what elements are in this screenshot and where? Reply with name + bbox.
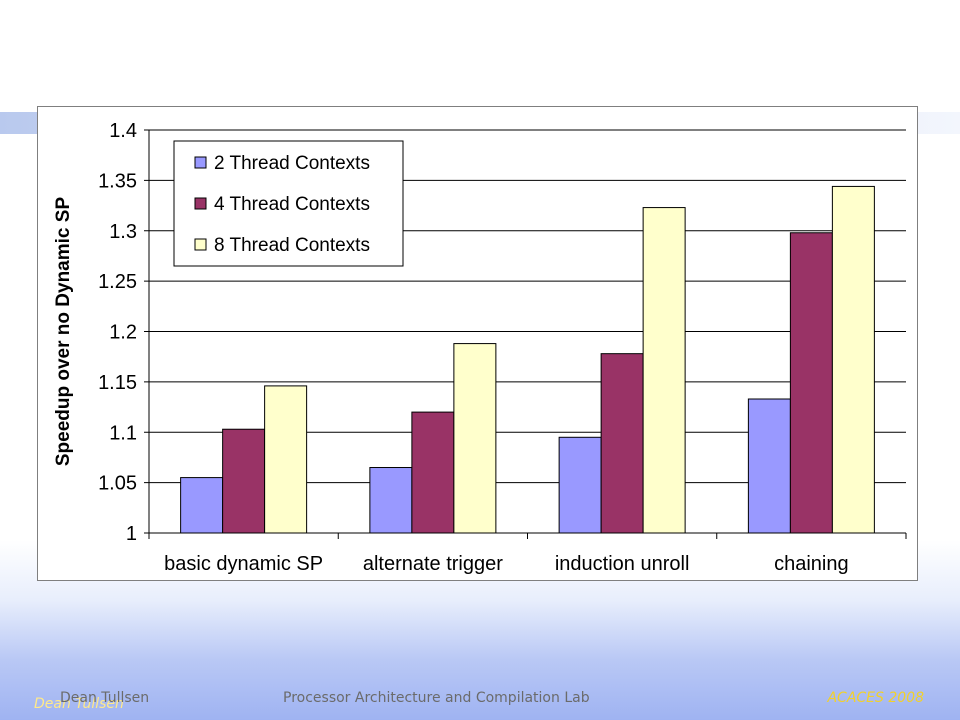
x-tick-label: chaining [774, 553, 849, 575]
x-tick-label: induction unroll [555, 553, 690, 575]
bar-3 [642, 207, 686, 534]
legend-box [173, 140, 404, 267]
y-tick-label: 1 [126, 523, 137, 545]
bar-3 [453, 343, 497, 534]
bar-3 [264, 385, 308, 534]
y-tick-label: 1.25 [98, 271, 137, 293]
y-tick-label: 1.2 [109, 322, 137, 344]
footer-author-shadow: Dean Tullsen [34, 696, 124, 712]
legend-swatch [194, 197, 207, 210]
y-axis-label: Speedup over no Dynamic SP [53, 197, 74, 467]
footer-author: Dean Tullsen [60, 690, 150, 706]
y-tick-label: 1.05 [98, 473, 137, 495]
legend-swatch [194, 238, 207, 251]
bar-3 [831, 185, 875, 534]
legend-label: 2 Thread Contexts [214, 153, 370, 174]
bar-1 [369, 467, 413, 534]
footer-event: ACACES 2008 [827, 690, 924, 706]
x-tick-label: alternate trigger [363, 553, 503, 575]
bar-2 [222, 428, 266, 534]
bar-1 [558, 436, 602, 534]
y-tick-label: 1.1 [109, 422, 137, 444]
legend-swatch [194, 156, 207, 169]
bar-2 [789, 232, 833, 534]
bar-1 [747, 398, 791, 534]
y-tick-label: 1.4 [109, 120, 137, 142]
y-tick-label: 1.3 [109, 221, 137, 243]
bar-chart: 1 1.05 1.1 1.15 1.2 1.25 1.3 1.35 1.4 Speedup ove… [53, 120, 907, 575]
legend-label: 4 Thread Contexts [214, 194, 370, 215]
chart-area: 1 1.05 1.1 1.15 1.2 1.25 1.3 1.35 1.4 Speedup ove… [37, 106, 918, 581]
y-tick-label: 1.35 [98, 170, 137, 192]
bar-1 [180, 477, 224, 534]
footer: Dean Tullsen Processor Architecture and … [0, 690, 960, 712]
bar-2 [600, 353, 644, 534]
bar-2 [411, 411, 455, 534]
x-tick-label: basic dynamic SP [164, 553, 323, 575]
y-tick-label: 1.15 [98, 372, 137, 394]
footer-lab: Processor Architecture and Compilation L… [283, 690, 590, 706]
legend-label: 8 Thread Contexts [214, 235, 370, 256]
